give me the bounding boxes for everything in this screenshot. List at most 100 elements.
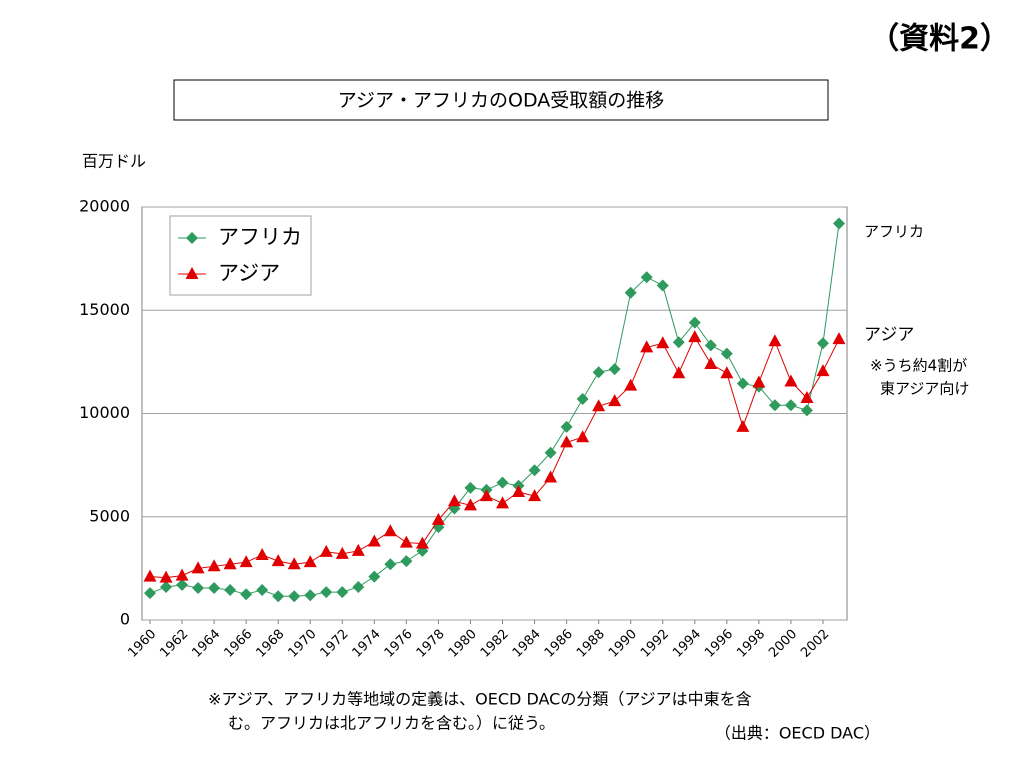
marker bbox=[592, 366, 605, 379]
x-tick-label: 1984 bbox=[510, 627, 544, 661]
marker bbox=[624, 378, 638, 391]
corner-label: （資料2） bbox=[869, 22, 1010, 57]
marker bbox=[368, 570, 381, 583]
marker bbox=[479, 489, 493, 502]
marker bbox=[352, 580, 365, 593]
y-axis-label: 百万ドル bbox=[82, 152, 146, 171]
marker bbox=[640, 271, 653, 284]
marker bbox=[704, 339, 717, 352]
marker bbox=[736, 419, 750, 432]
marker bbox=[832, 332, 846, 345]
annotation: アジア bbox=[864, 325, 914, 345]
marker bbox=[159, 570, 173, 583]
marker bbox=[592, 399, 606, 412]
marker bbox=[576, 393, 589, 406]
marker bbox=[608, 394, 622, 407]
marker bbox=[384, 558, 397, 571]
x-tick-label: 1964 bbox=[189, 627, 223, 661]
marker bbox=[239, 555, 253, 568]
marker bbox=[832, 217, 845, 230]
x-tick-label: 1968 bbox=[253, 627, 287, 661]
marker bbox=[800, 404, 813, 417]
source: （出典：OECD DAC） bbox=[715, 724, 880, 743]
x-tick-label: 1996 bbox=[702, 627, 736, 661]
marker bbox=[336, 586, 349, 599]
marker bbox=[400, 555, 413, 568]
x-tick-label: 1994 bbox=[670, 627, 704, 661]
x-tick-label: 2002 bbox=[798, 627, 832, 661]
marker bbox=[320, 586, 333, 599]
annotation: ※うち約4割が bbox=[870, 357, 967, 375]
legend-marker bbox=[185, 267, 199, 279]
y-tick-label: 5000 bbox=[89, 506, 130, 525]
marker bbox=[144, 587, 157, 600]
y-tick-label: 20000 bbox=[79, 197, 130, 216]
x-tick-label: 1966 bbox=[221, 627, 255, 661]
marker bbox=[160, 580, 173, 593]
x-tick-label: 1980 bbox=[446, 627, 480, 661]
marker bbox=[272, 590, 285, 603]
marker bbox=[464, 481, 477, 494]
chart-title: アジア・アフリカのODA受取額の推移 bbox=[338, 90, 665, 112]
marker bbox=[816, 337, 829, 350]
marker bbox=[223, 557, 237, 570]
y-tick-label: 15000 bbox=[79, 300, 130, 319]
marker bbox=[399, 535, 413, 548]
x-tick-label: 1982 bbox=[478, 627, 512, 661]
marker bbox=[560, 420, 573, 433]
marker bbox=[255, 547, 269, 560]
marker bbox=[576, 430, 590, 443]
marker bbox=[720, 347, 733, 360]
marker bbox=[688, 316, 701, 329]
marker bbox=[303, 555, 317, 568]
marker bbox=[351, 543, 365, 556]
x-tick-label: 1988 bbox=[574, 627, 608, 661]
marker bbox=[208, 581, 221, 594]
marker bbox=[176, 578, 189, 591]
y-tick-label: 10000 bbox=[79, 403, 130, 422]
x-tick-label: 1986 bbox=[542, 627, 576, 661]
marker bbox=[624, 286, 637, 299]
marker bbox=[496, 476, 509, 489]
marker bbox=[656, 336, 670, 349]
marker bbox=[175, 568, 189, 581]
legend-marker bbox=[186, 232, 198, 244]
marker bbox=[688, 330, 702, 343]
marker bbox=[560, 435, 574, 448]
marker bbox=[784, 374, 798, 387]
x-tick-label: 1990 bbox=[606, 627, 640, 661]
legend-label: アフリカ bbox=[218, 225, 302, 249]
x-tick-label: 2000 bbox=[766, 627, 800, 661]
annotation: アフリカ bbox=[864, 223, 924, 241]
marker bbox=[512, 484, 526, 497]
marker bbox=[672, 366, 686, 379]
marker bbox=[736, 377, 749, 390]
marker bbox=[240, 588, 253, 601]
marker bbox=[528, 489, 542, 502]
marker bbox=[288, 590, 301, 603]
x-tick-label: 1978 bbox=[414, 627, 448, 661]
marker bbox=[704, 356, 718, 369]
legend-box bbox=[169, 215, 312, 296]
marker bbox=[191, 561, 205, 574]
marker bbox=[656, 279, 669, 292]
marker bbox=[800, 391, 814, 404]
x-tick-label: 1992 bbox=[638, 627, 672, 661]
marker bbox=[335, 546, 349, 559]
footnote: む。アフリカは北アフリカを含む。）に従う。 bbox=[228, 714, 555, 733]
y-tick-label: 0 bbox=[120, 610, 130, 629]
legend-label: アジア bbox=[218, 261, 280, 285]
marker bbox=[383, 524, 397, 537]
marker bbox=[287, 557, 301, 570]
marker bbox=[816, 364, 830, 377]
marker bbox=[496, 496, 510, 509]
marker bbox=[752, 375, 766, 388]
annotation: 東アジア向け bbox=[880, 380, 969, 398]
marker bbox=[463, 498, 477, 511]
marker bbox=[544, 446, 557, 459]
marker bbox=[143, 569, 157, 582]
marker bbox=[319, 544, 333, 557]
marker bbox=[192, 581, 205, 594]
marker bbox=[768, 334, 782, 347]
